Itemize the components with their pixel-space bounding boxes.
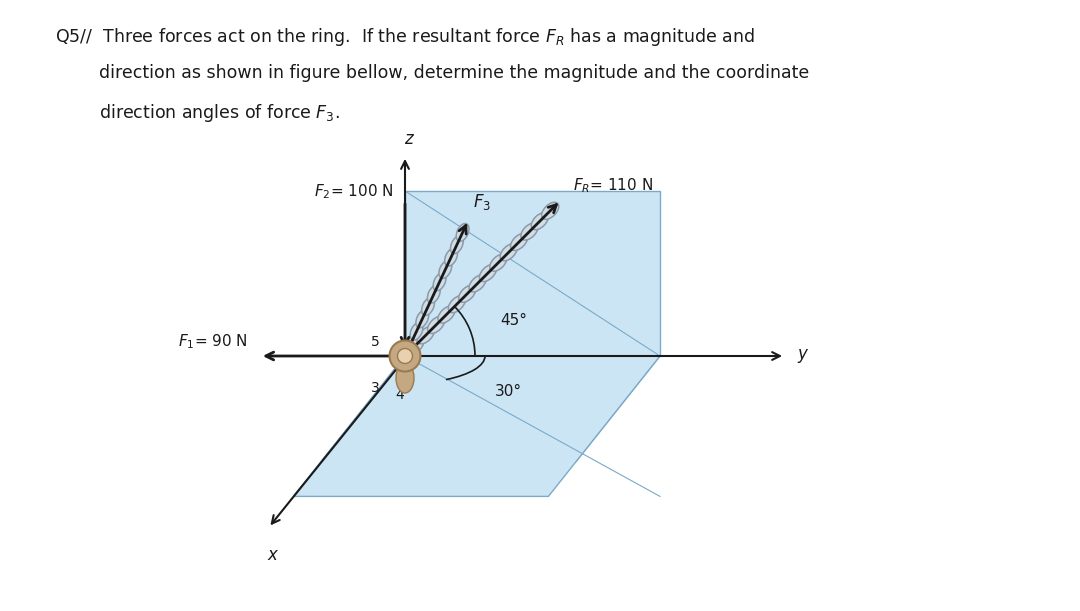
Text: $F_3$: $F_3$ <box>473 192 491 212</box>
Ellipse shape <box>445 248 458 266</box>
Ellipse shape <box>421 298 434 315</box>
Circle shape <box>397 348 413 364</box>
Ellipse shape <box>448 296 465 313</box>
Ellipse shape <box>480 265 497 282</box>
Ellipse shape <box>456 224 469 241</box>
Ellipse shape <box>469 275 486 292</box>
Text: 45°: 45° <box>500 313 527 328</box>
Text: 4: 4 <box>395 388 404 402</box>
Text: direction as shown in figure bellow, determine the magnitude and the coordinate: direction as shown in figure bellow, det… <box>55 64 809 82</box>
Text: $y$: $y$ <box>797 347 809 365</box>
Ellipse shape <box>531 213 549 230</box>
Text: $z$: $z$ <box>405 130 416 148</box>
Text: $x$: $x$ <box>268 546 280 563</box>
Ellipse shape <box>459 285 476 302</box>
Ellipse shape <box>407 337 424 354</box>
Ellipse shape <box>437 306 455 323</box>
Text: $F_2$= 100 N: $F_2$= 100 N <box>313 182 393 201</box>
Text: direction angles of force $F_3$.: direction angles of force $F_3$. <box>55 102 340 124</box>
Circle shape <box>390 340 420 371</box>
Text: $F_R$= 110 N: $F_R$= 110 N <box>572 177 652 196</box>
Text: 3: 3 <box>370 381 379 395</box>
Polygon shape <box>294 356 660 496</box>
Ellipse shape <box>417 327 434 344</box>
Ellipse shape <box>542 202 558 219</box>
Ellipse shape <box>490 254 507 271</box>
Polygon shape <box>322 356 660 461</box>
Ellipse shape <box>410 323 423 340</box>
Text: 5: 5 <box>370 335 379 349</box>
Ellipse shape <box>433 273 446 291</box>
Text: Q5//  Three forces act on the ring.  If the resultant force $F_R$ has a magnitud: Q5// Three forces act on the ring. If th… <box>55 26 755 48</box>
Text: $F_1$= 90 N: $F_1$= 90 N <box>178 332 248 351</box>
Ellipse shape <box>450 236 463 254</box>
Ellipse shape <box>428 285 441 303</box>
Ellipse shape <box>511 233 528 251</box>
Ellipse shape <box>438 260 451 279</box>
Ellipse shape <box>428 316 445 334</box>
Ellipse shape <box>521 223 538 240</box>
Polygon shape <box>405 191 660 356</box>
Ellipse shape <box>396 363 414 393</box>
Ellipse shape <box>500 244 517 261</box>
Ellipse shape <box>416 310 429 328</box>
Text: 30°: 30° <box>495 384 522 399</box>
Ellipse shape <box>404 335 417 353</box>
